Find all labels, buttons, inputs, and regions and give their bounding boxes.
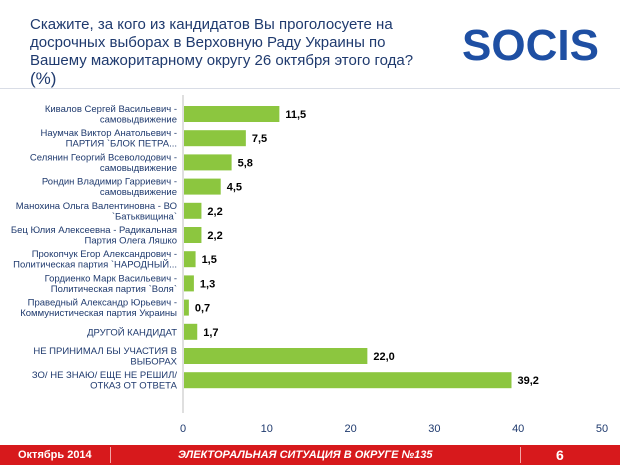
- bar: [184, 130, 246, 147]
- category-label: Гордиенко Марк Васильевич -Политическая …: [45, 273, 177, 295]
- bar: [184, 275, 194, 292]
- category-label-line: самовыдвижение: [100, 163, 177, 174]
- footer-divider: [110, 447, 111, 463]
- x-tick-label: 40: [512, 423, 524, 435]
- category-label-line: Коммунистическая партия Украины: [20, 308, 177, 319]
- footer-bar: Октябрь 2014 ЭЛЕКТОРАЛЬНАЯ СИТУАЦИЯ В ОК…: [0, 445, 620, 465]
- data-label: 39,2: [517, 375, 538, 387]
- category-label-line: Манохина Ольга Валентиновна - ВО: [16, 201, 177, 212]
- category-label-line: Праведный Александр Юрьевич -: [28, 298, 177, 309]
- category-label: НЕ ПРИНИМАЛ БЫ УЧАСТИЯ В ВЫБОРАХ: [33, 346, 177, 368]
- category-label-line: ЗО/ НЕ ЗНАЮ/ ЕЩЕ НЕ РЕШИЛ/: [32, 370, 177, 381]
- footer-date: Октябрь 2014: [18, 449, 92, 461]
- page-title: Скажите, за кого из кандидатов Вы прогол…: [30, 16, 440, 89]
- footer-section-title: ЭЛЕКТОРАЛЬНАЯ СИТУАЦИЯ В ОКРУГЕ №135: [178, 449, 433, 461]
- category-label: Рондин Владимир Гарриевич -самовыдвижени…: [42, 177, 177, 199]
- category-label-line: ДРУГОЙ КАНДИДАТ: [87, 326, 177, 338]
- data-label: 1,5: [202, 254, 217, 266]
- bar: [184, 348, 368, 364]
- category-label-line: ПАРТИЯ `БЛОК ПЕТРА...: [66, 139, 177, 150]
- data-label: 0,7: [195, 303, 210, 315]
- category-label-line: НЕ ПРИНИМАЛ БЫ УЧАСТИЯ В: [33, 346, 177, 357]
- category-label-line: самовыдвижение: [100, 187, 177, 198]
- x-tick-label: 50: [596, 423, 608, 435]
- category-label: Праведный Александр Юрьевич -Коммунистич…: [20, 298, 177, 320]
- category-label: Селянин Георгий Всеволодович -самовыдвиж…: [30, 152, 177, 174]
- category-label: Наумчак Виктор Анатольевич -ПАРТИЯ `БЛОК…: [41, 128, 177, 150]
- footer-divider: [520, 447, 521, 463]
- data-label: 1,7: [203, 327, 218, 339]
- data-label: 5,8: [238, 157, 253, 169]
- page-number: 6: [556, 447, 564, 463]
- category-label-line: самовыдвижение: [100, 115, 177, 126]
- bar: [184, 299, 189, 316]
- x-tick-label: 30: [428, 423, 440, 435]
- data-label: 1,3: [200, 278, 215, 290]
- category-label-line: Кивалов Сергей Васильевич -: [45, 104, 177, 115]
- category-label: Прокопчук Егор Александрович -Политическ…: [13, 249, 177, 271]
- category-label-line: Наумчак Виктор Анатольевич -: [41, 128, 177, 139]
- header-divider: [0, 88, 620, 89]
- bar: [184, 323, 198, 340]
- category-label-line: Рондин Владимир Гарриевич -: [42, 177, 177, 188]
- category-label-line: Гордиенко Марк Васильевич -: [45, 273, 177, 284]
- logo-text: SOCIS: [462, 21, 599, 68]
- data-label: 11,5: [285, 109, 306, 121]
- category-label: Манохина Ольга Валентиновна - ВО `Батькви…: [16, 201, 177, 223]
- category-label: Бец Юлия Алексеевна - Радикальная Партия …: [11, 225, 177, 247]
- data-label: 2,2: [207, 230, 222, 242]
- category-label-line: `Батьквищина`: [112, 211, 177, 222]
- bar: [184, 227, 202, 243]
- x-tick-label: 10: [261, 423, 273, 435]
- data-label: 7,5: [252, 133, 267, 145]
- category-label-line: Бец Юлия Алексеевна - Радикальная: [11, 225, 177, 236]
- data-label: 4,5: [227, 182, 242, 194]
- category-label: ЗО/ НЕ ЗНАЮ/ ЕЩЕ НЕ РЕШИЛ/ОТКАЗ ОТ ОТВЕТ…: [32, 370, 178, 392]
- data-label: 2,2: [207, 206, 222, 218]
- category-label-line: Политическая партия `НАРОДНЫЙ...: [13, 259, 177, 271]
- unit-label: (%): [30, 69, 57, 88]
- bar: [184, 106, 280, 122]
- category-label-line: Прокопчук Егор Александрович -: [32, 249, 177, 260]
- category-label-line: ОТКАЗ ОТ ОТВЕТА: [90, 381, 178, 392]
- bar: [184, 251, 196, 268]
- category-label: Кивалов Сергей Васильевич -самовыдвижени…: [45, 104, 177, 126]
- x-tick-label: 0: [180, 423, 186, 435]
- category-label-line: Селянин Георгий Всеволодович -: [30, 152, 177, 163]
- question-text: Скажите, за кого из кандидатов Вы прогол…: [30, 16, 414, 69]
- x-tick-label: 20: [344, 423, 356, 435]
- bar: [184, 372, 512, 389]
- category-label-line: Политическая партия `Воля`: [51, 284, 177, 295]
- bar: [184, 202, 202, 219]
- socis-logo: SOCIS: [462, 21, 599, 68]
- category-label-line: Партия Олега Ляшко: [85, 236, 177, 247]
- bar: [184, 154, 232, 171]
- category-label: ДРУГОЙ КАНДИДАТ: [87, 326, 177, 338]
- bar: [184, 178, 221, 195]
- data-label: 22,0: [373, 351, 394, 363]
- category-label-line: ВЫБОРАХ: [130, 357, 177, 368]
